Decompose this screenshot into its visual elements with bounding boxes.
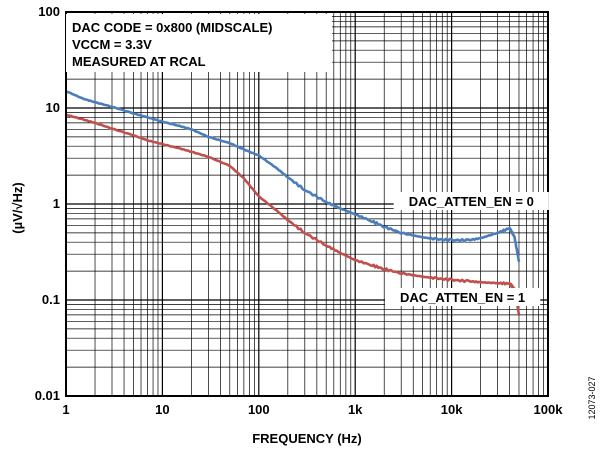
y-tick-label: 10 [46, 100, 60, 115]
annotation-line-2: VCCM = 3.3V [72, 37, 152, 52]
tick-labels: 1 10 100 1k 10k 100k 0.01 0.1 1 10 100 [35, 4, 564, 417]
x-tick-label: 100k [534, 402, 564, 417]
x-tick-label: 10k [441, 402, 463, 417]
y-axis-label: (µV/√Hz) [10, 182, 25, 233]
x-tick-label: 1k [348, 402, 363, 417]
series-labels: DAC_ATTEN_EN = 0 DAC_ATTEN_EN = 1 [384, 192, 549, 306]
series-line-2 [65, 113, 521, 316]
y-tick-label: 0.1 [42, 292, 60, 307]
y-tick-label: 1 [53, 196, 60, 211]
annotation-line-3: MEASURED AT RCAL [72, 54, 206, 69]
series-label-bg [384, 288, 541, 306]
annotation-line-1: DAC CODE = 0x800 (MIDSCALE) [72, 20, 272, 35]
series-line-1 [65, 89, 521, 263]
series-label-bg [393, 192, 549, 210]
series-label-1: DAC_ATTEN_EN = 0 [409, 194, 534, 209]
y-tick-label: 100 [38, 4, 60, 19]
x-tick-label: 100 [248, 402, 270, 417]
x-tick-label: 1 [62, 402, 69, 417]
y-tick-label: 0.01 [35, 388, 60, 403]
data-series [65, 89, 521, 316]
figure-id: 12073-027 [587, 376, 597, 419]
annotation-box: DAC CODE = 0x800 (MIDSCALE) VCCM = 3.3V … [66, 14, 332, 72]
x-axis-label: FREQUENCY (Hz) [252, 431, 362, 446]
x-tick-label: 10 [155, 402, 169, 417]
series-label-2: DAC_ATTEN_EN = 1 [400, 290, 525, 305]
